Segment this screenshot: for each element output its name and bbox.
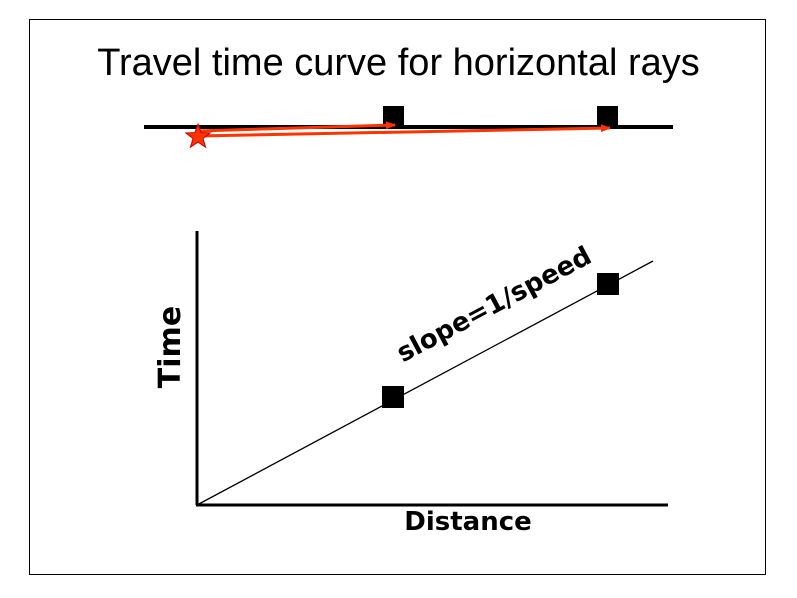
y-axis-label: Time bbox=[153, 306, 188, 388]
travel-time-line bbox=[196, 260, 654, 506]
receiver-2-square-icon bbox=[597, 106, 618, 127]
data-point-1-square-icon bbox=[382, 386, 404, 408]
ray-arrow-far bbox=[197, 124, 611, 138]
data-point-2-square-icon bbox=[597, 273, 619, 295]
ray-section bbox=[144, 106, 673, 149]
slope-label: slope=1/speed bbox=[392, 241, 597, 369]
ray-arrow-near bbox=[197, 121, 396, 133]
travel-time-plot: Time Distance slope=1/speed bbox=[153, 231, 668, 537]
source-star-icon bbox=[184, 122, 212, 149]
slide-title: Travel time curve for horizontal rays bbox=[97, 42, 700, 84]
x-axis-label: Distance bbox=[404, 507, 532, 537]
